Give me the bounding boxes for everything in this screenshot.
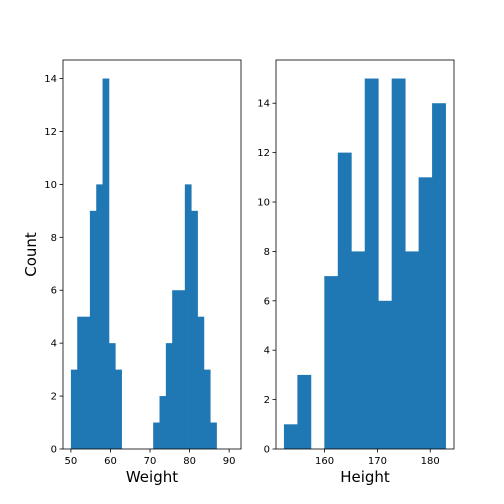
- histogram-bar: [178, 290, 186, 449]
- histogram-bar: [351, 251, 366, 449]
- histogram-bar: [108, 343, 116, 449]
- histogram-bar: [364, 78, 379, 450]
- y-tick-label: 14: [44, 74, 57, 85]
- x-tick-label: 90: [223, 456, 236, 467]
- height-histogram: 160 170 180 0 2 4 6 8 10 12 14 Height: [257, 59, 455, 486]
- axes-frame: [62, 59, 242, 450]
- y-tick-label: 14: [257, 99, 270, 110]
- x-tick-label: 70: [144, 456, 157, 467]
- y-tick-label: 10: [44, 180, 57, 191]
- y-tick-label: 2: [264, 395, 270, 406]
- histogram-bar: [210, 422, 217, 449]
- histogram-bar: [89, 210, 97, 449]
- y-tick-label: 4: [264, 346, 270, 357]
- x-tick-label: 60: [104, 456, 117, 467]
- histogram-bar: [405, 251, 420, 449]
- weight-histogram: 50 60 70 80 90 0 2 4 6 8 10 12 14 Weight Count: [22, 59, 242, 486]
- histogram-bar: [184, 184, 192, 449]
- y-tick-label: 8: [264, 247, 270, 258]
- x-tick-label: 180: [421, 456, 440, 467]
- y-tick-label: 12: [257, 148, 270, 159]
- axes-frame: [275, 59, 455, 450]
- y-tick-label: 8: [51, 233, 57, 244]
- histogram-bar: [418, 177, 433, 450]
- y-tick-label: 6: [51, 286, 57, 297]
- histogram-bar: [297, 374, 312, 449]
- histogram-bar: [391, 78, 406, 450]
- histogram-bar: [432, 103, 446, 449]
- y-axis-label: Count: [22, 232, 40, 277]
- histogram-bar: [77, 316, 84, 449]
- x-axis-label: Weight: [126, 468, 178, 486]
- y-tick-label: 10: [257, 198, 270, 209]
- x-tick-label: 80: [183, 456, 196, 467]
- y-tick-label: 12: [44, 127, 57, 138]
- histogram-bar: [197, 316, 205, 449]
- histogram-bar: [96, 184, 103, 449]
- x-tick-label: 170: [368, 456, 387, 467]
- histogram-bar: [115, 369, 122, 449]
- y-tick-label: 2: [51, 392, 57, 403]
- y-tick-label: 0: [51, 445, 57, 456]
- histogram-bar: [165, 343, 173, 449]
- histogram-bar: [378, 300, 393, 449]
- histogram-bar: [102, 78, 110, 450]
- y-tick-label: 4: [51, 339, 57, 350]
- x-tick-label: 160: [315, 456, 334, 467]
- histogram-bar: [191, 210, 198, 449]
- histogram-bar: [83, 316, 91, 449]
- histogram-bar: [324, 276, 339, 449]
- histogram-bar: [159, 396, 167, 449]
- x-tick-label: 50: [65, 456, 78, 467]
- histogram-bar: [283, 424, 298, 449]
- histogram-bar: [203, 369, 211, 449]
- histogram-bar: [172, 290, 179, 449]
- histogram-bar: [153, 422, 160, 449]
- histogram-bar: [337, 152, 352, 449]
- histogram-bar: [70, 369, 78, 449]
- y-tick-label: 0: [264, 445, 270, 456]
- y-tick-label: 6: [264, 296, 270, 307]
- x-axis-label: Height: [340, 468, 390, 486]
